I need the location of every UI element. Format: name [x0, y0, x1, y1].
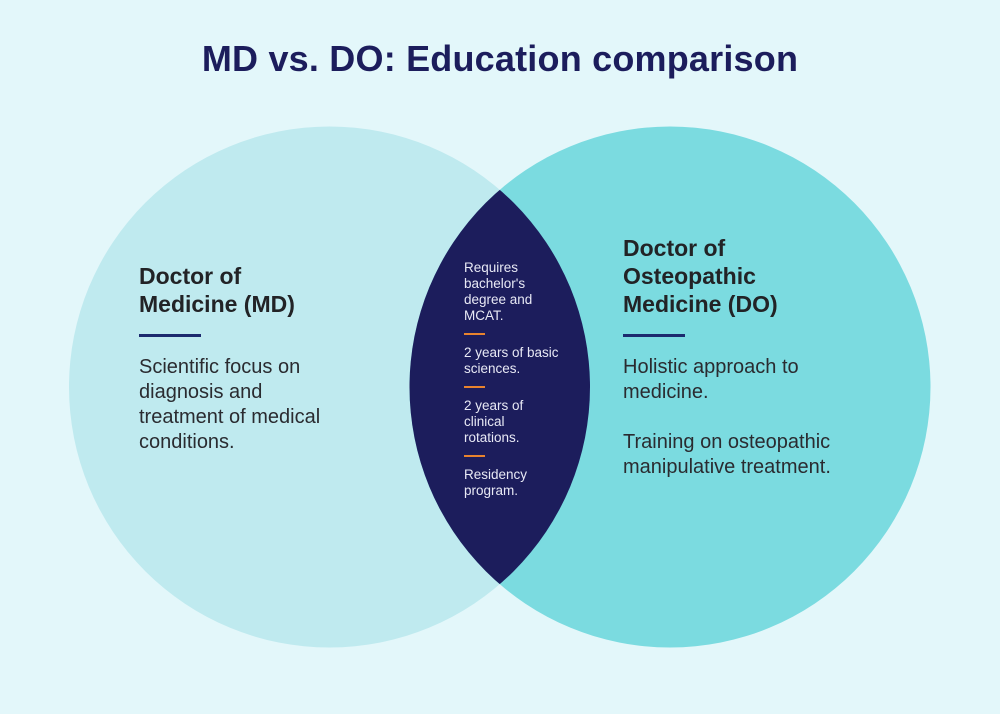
- shared-item: Requires bachelor's degree and MCAT.: [464, 260, 533, 323]
- do-heading: Doctor of Osteopathic Medicine (DO): [623, 235, 778, 317]
- md-description: Scientific focus on diagnosis and treatm…: [139, 356, 321, 453]
- md-heading: Doctor of Medicine (MD): [139, 263, 295, 317]
- md-divider: [139, 334, 201, 337]
- shared-item: Residency program.: [464, 467, 528, 498]
- do-divider: [623, 334, 685, 337]
- do-description: Holistic approach to medicine.: [623, 356, 799, 403]
- overlap-region: [409, 126, 590, 648]
- orange-dash: [464, 455, 485, 457]
- orange-dash: [464, 386, 485, 388]
- orange-dash: [464, 333, 485, 335]
- do-block: Doctor of Osteopathic Medicine (DO) Holi…: [623, 234, 903, 480]
- shared-item: 2 years of clinical rotations.: [464, 398, 524, 445]
- md-block: Doctor of Medicine (MD) Scientific focus…: [139, 262, 389, 455]
- shared-block: Requires bachelor's degree and MCAT. 2 y…: [464, 260, 584, 499]
- page-title: MD vs. DO: Education comparison: [201, 38, 799, 79]
- shared-item: 2 years of basic sciences.: [464, 345, 559, 376]
- do-description: Training on osteopathic manipulative tre…: [623, 431, 831, 478]
